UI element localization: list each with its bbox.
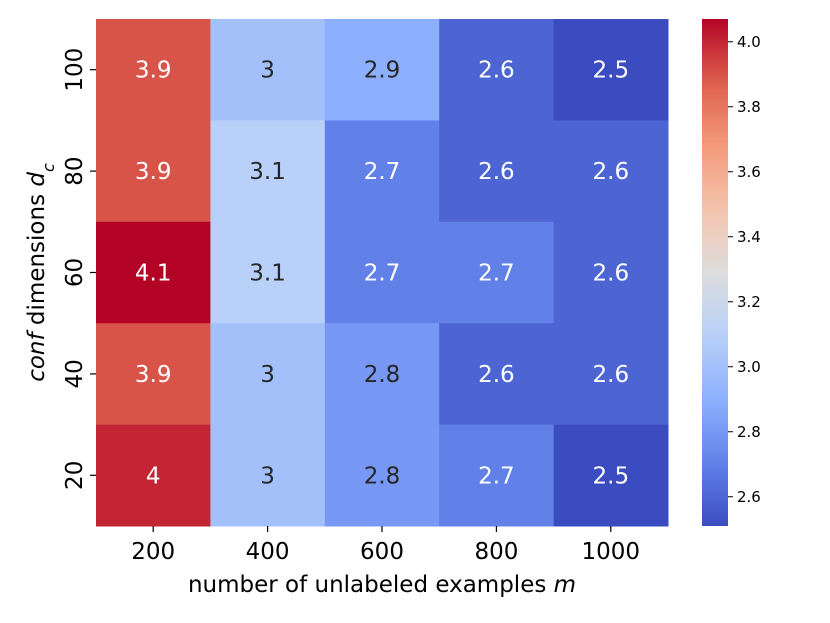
cell-value-label: 2.5: [593, 58, 630, 84]
colorbar-tick-label: 3.4: [737, 228, 761, 246]
colorbar-tick-label: 3.0: [737, 358, 761, 376]
cell-value-label: 2.7: [478, 463, 515, 489]
colorbar: [702, 19, 728, 526]
cell-value-label: 2.5: [593, 463, 630, 489]
y-axis: 100 80 60 40 20: [62, 48, 96, 490]
cell-value-label: 2.6: [593, 261, 630, 287]
heatmap-cell: [210, 323, 326, 426]
heatmap-cell: [210, 424, 326, 527]
cell-value-label: 2.6: [478, 159, 515, 185]
heatmap-cell: [553, 221, 669, 324]
cell-value-label: 2.6: [593, 159, 630, 185]
y-tick-label: 80: [62, 156, 88, 185]
cell-value-label: 4: [146, 463, 161, 489]
cell-value-label: 3: [260, 362, 275, 388]
heatmap-cell: [439, 19, 555, 121]
heatmap-cell: [324, 19, 440, 121]
colorbar-tick-label: 3.2: [737, 293, 761, 311]
cell-value-label: 3: [260, 463, 275, 489]
colorbar-tick-label: 2.6: [737, 488, 761, 506]
cell-value-label: 4.1: [135, 261, 172, 287]
heatmap-cell: [96, 19, 211, 121]
cell-value-label: 2.7: [478, 261, 515, 287]
colorbar-tick-label: 3.6: [737, 163, 761, 181]
cell-value-label: 2.6: [593, 362, 630, 388]
heatmap-cell: [96, 120, 211, 223]
colorbar-tick-label: 3.8: [737, 98, 761, 116]
colorbar-tick-label: 4.0: [737, 33, 761, 51]
heatmap-cell: [439, 120, 555, 223]
x-tick-label: 400: [246, 539, 290, 565]
y-tick-label: 100: [62, 48, 88, 92]
x-tick-label: 200: [131, 539, 175, 565]
heatmap-cell: [439, 323, 555, 426]
cell-value-label: 2.6: [478, 362, 515, 388]
cell-value-label: 2.9: [364, 58, 401, 84]
heatmap-cell: [324, 120, 440, 223]
heatmap-cell: [553, 19, 669, 121]
cell-value-label: 2.6: [478, 58, 515, 84]
x-tick-label: 800: [474, 539, 518, 565]
heatmap-cell: [324, 221, 440, 324]
cell-value-label: 3: [260, 58, 275, 84]
heatmap-cell: [553, 323, 669, 426]
cell-value-label: 3.9: [135, 58, 172, 84]
colorbar-ticks: 2.6 2.8 3.0 3.2 3.4 3.6 3.8 4.0: [728, 33, 761, 506]
cell-value-label: 2.8: [364, 362, 401, 388]
y-axis-label: conf dimensions dc: [24, 163, 58, 382]
cell-value-label: 3.1: [249, 159, 286, 185]
heatmap-cell: [96, 424, 211, 527]
heatmap-cell: [96, 221, 211, 324]
heatmap-cell: [553, 120, 669, 223]
cell-value-label: 2.7: [364, 261, 401, 287]
cell-value-label: 3.1: [249, 261, 286, 287]
heatmap-cells: 3.9 3 2.9 2.6 2.5 3.9 3.1 2.7 2.6 2.6 4.1 3.1 2.7 2.7…: [96, 19, 669, 527]
heatmap-cell: [553, 424, 669, 527]
colorbar-tick-label: 2.8: [737, 423, 761, 441]
heatmap-cell: [210, 19, 326, 121]
heatmap-cell: [324, 424, 440, 527]
x-tick-label: 600: [360, 539, 404, 565]
x-axis: 200 400 600 800 1000: [131, 526, 640, 565]
heatmap-cell: [439, 221, 555, 324]
y-tick-label: 60: [62, 258, 88, 287]
cell-value-label: 3.9: [135, 362, 172, 388]
heatmap-cell: [324, 323, 440, 426]
heatmap-cell: [439, 424, 555, 527]
cell-value-label: 3.9: [135, 159, 172, 185]
heatmap-cell: [210, 221, 326, 324]
x-tick-label: 1000: [582, 539, 641, 565]
y-tick-label: 40: [62, 359, 88, 388]
cell-value-label: 2.7: [364, 159, 401, 185]
heatmap-cell: [210, 120, 326, 223]
heatmap-cell: [96, 323, 211, 426]
x-axis-label: number of unlabeled examples m: [188, 572, 576, 598]
cell-value-label: 2.8: [364, 463, 401, 489]
y-tick-label: 20: [62, 461, 88, 490]
